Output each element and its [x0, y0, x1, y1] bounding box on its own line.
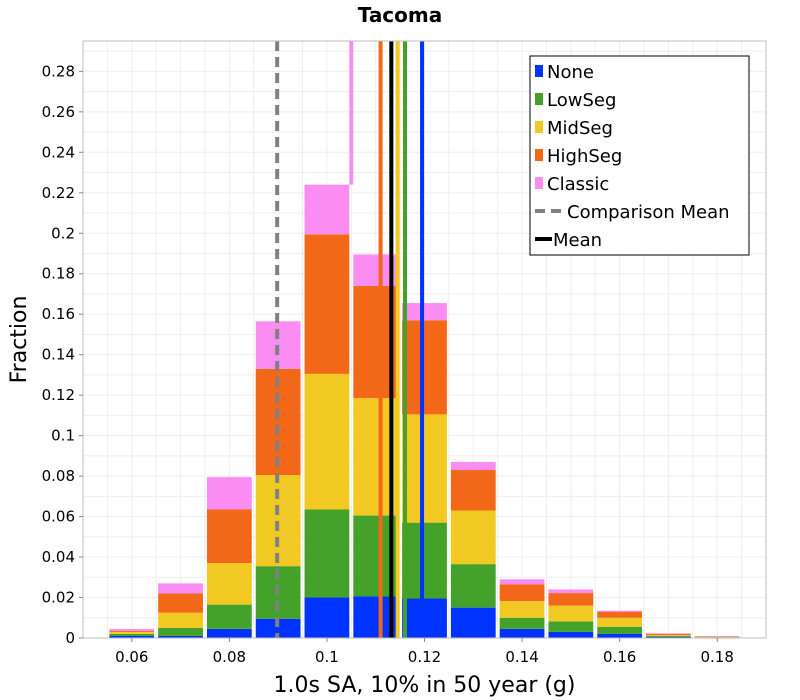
bar-highseg-0.07 [158, 593, 203, 613]
y-tick-label: 0.04 [42, 548, 75, 566]
x-tick-label: 0.08 [213, 648, 246, 666]
x-tick-label: 0.16 [603, 648, 636, 666]
bar-none-0.12 [402, 598, 447, 638]
bar-lowseg-0.12 [402, 522, 447, 599]
y-tick-label: 0.22 [42, 184, 75, 202]
legend: None LowSeg MidSeg HighSeg Classic Comparison… [529, 55, 750, 256]
y-tick-label: 0.28 [42, 62, 75, 80]
bar-midseg-0.07 [158, 612, 203, 628]
y-axis-label: Fraction [7, 296, 32, 384]
y-tick-label: 0.26 [42, 103, 75, 121]
bar-midseg-0.12 [402, 414, 447, 523]
bar-lowseg-0.14 [499, 617, 545, 629]
bar-midseg-0.16 [597, 617, 643, 627]
legend-swatch-lowseg [535, 93, 543, 105]
legend-swatch-classic [535, 177, 543, 189]
legend-label-classic: Classic [547, 174, 609, 195]
bar-highseg-0.15 [548, 593, 594, 606]
bar-lowseg-0.13 [450, 564, 496, 608]
bar-lowseg-0.08 [206, 604, 252, 629]
bar-highseg-0.08 [206, 509, 252, 564]
bar-classic-0.17 [646, 633, 691, 634]
y-tick-label: 0.06 [42, 508, 75, 526]
bar-classic-0.06 [109, 628, 155, 631]
bar-highseg-0.10 [304, 234, 350, 374]
y-tick-label: 0.12 [42, 386, 75, 404]
bar-classic-0.15 [548, 589, 594, 594]
bar-lowseg-0.15 [548, 621, 594, 632]
bar-classic-0.10 [304, 184, 350, 235]
bar-classic-0.14 [499, 579, 545, 585]
x-axis-ticks: 0.06 0.08 0.1 0.12 0.14 0.16 0.18 [115, 638, 734, 666]
bar-midseg-0.09 [255, 475, 301, 567]
legend-label-comparison-mean: Comparison Mean [567, 202, 730, 223]
bar-highseg-0.13 [450, 470, 496, 511]
bar-lowseg-0.17 [646, 635, 691, 637]
mean-lines [275, 41, 425, 638]
bar-none-0.14 [499, 628, 545, 638]
legend-swatch-none [535, 65, 543, 77]
legend-box [529, 55, 750, 256]
bar-classic-0.07 [158, 583, 203, 594]
bar-highseg-0.16 [597, 611, 643, 618]
x-tick-label: 0.1 [315, 648, 339, 666]
bar-midseg-0.08 [206, 563, 252, 605]
y-axis-ticks: 0 0.02 0.04 0.06 0.08 0.1 0.12 0.14 0.16 0.18 0.2 0… [42, 62, 83, 647]
x-tick-label: 0.12 [408, 648, 441, 666]
x-tick-label: 0.18 [701, 648, 734, 666]
bar-none-0.09 [255, 618, 301, 638]
legend-label-midseg: MidSeg [547, 118, 613, 139]
bar-classic-0.13 [450, 461, 496, 471]
y-tick-label: 0.08 [42, 467, 75, 485]
bar-lowseg-0.16 [597, 626, 643, 634]
chart-title: Tacoma [358, 3, 443, 27]
bar-midseg-0.15 [548, 605, 594, 622]
bar-lowseg-0.07 [158, 627, 203, 636]
bar-midseg-0.17 [646, 634, 691, 636]
bar-midseg-0.10 [304, 373, 350, 510]
legend-label-mean: Mean [553, 230, 602, 251]
legend-swatch-highseg [535, 149, 543, 161]
bar-lowseg-0.10 [304, 509, 350, 598]
bar-midseg-0.13 [450, 510, 496, 565]
bar-midseg-0.14 [499, 601, 545, 618]
bar-none-0.15 [548, 631, 594, 638]
bar-none-0.06 [109, 635, 155, 638]
bar-none-0.13 [450, 607, 496, 638]
y-tick-label: 0.18 [42, 265, 75, 283]
bar-midseg-0.06 [109, 631, 155, 634]
legend-label-none: None [547, 62, 594, 83]
y-tick-label: 0.24 [42, 143, 75, 161]
bar-none-0.16 [597, 633, 643, 638]
x-tick-label: 0.06 [115, 648, 148, 666]
y-tick-label: 0.14 [42, 346, 75, 364]
bar-highseg-0.06 [109, 630, 155, 632]
bar-classic-0.12 [402, 303, 447, 321]
bar-none-0.10 [304, 597, 350, 638]
legend-label-highseg: HighSeg [547, 146, 622, 167]
x-tick-label: 0.14 [505, 648, 538, 666]
y-tick-label: 0 [65, 629, 75, 647]
bar-none-0.08 [206, 628, 252, 638]
bar-highseg-0.14 [499, 584, 545, 602]
x-axis-label: 1.0s SA, 10% in 50 year (g) [274, 673, 576, 698]
bar-none-0.07 [158, 635, 203, 638]
y-tick-label: 0.16 [42, 305, 75, 323]
bar-none-0.17 [646, 636, 691, 638]
bar-classic-0.08 [206, 477, 252, 510]
y-tick-label: 0.2 [51, 224, 75, 242]
legend-swatch-midseg [535, 121, 543, 133]
legend-label-lowseg: LowSeg [547, 90, 616, 111]
y-tick-label: 0.02 [42, 589, 75, 607]
bar-lowseg-0.06 [109, 633, 155, 636]
y-tick-label: 0.1 [51, 427, 75, 445]
bar-highseg-0.12 [402, 320, 447, 415]
bar-classic-0.16 [597, 610, 643, 612]
bar-highseg-0.17 [646, 633, 691, 635]
